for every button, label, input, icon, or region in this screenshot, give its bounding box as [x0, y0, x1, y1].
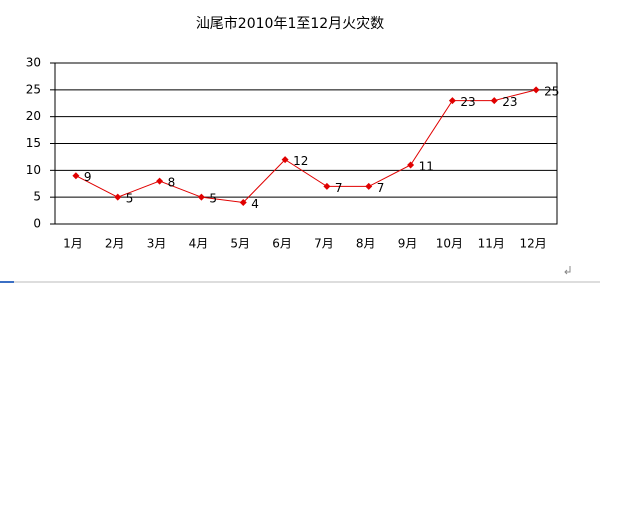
y-tick-label: 5: [33, 190, 41, 204]
data-label: 23: [502, 95, 517, 109]
x-tick-label: 9月: [398, 237, 418, 251]
x-tick-label: 2月: [105, 237, 125, 251]
data-label: 5: [126, 192, 134, 206]
line: [75, 89, 537, 204]
data-label: 12: [293, 154, 308, 168]
y-tick-label: 30: [26, 56, 41, 70]
x-tick-label: 10月: [436, 237, 463, 251]
point: [239, 199, 247, 207]
point: [323, 182, 331, 190]
data-label: 9: [84, 170, 92, 184]
data-label: 25: [544, 84, 559, 98]
data-label: 4: [251, 197, 259, 211]
data-label: 7: [377, 181, 385, 195]
x-tick-label: 7月: [314, 237, 334, 251]
y-tick-label: 10: [26, 163, 41, 177]
x-tick-label: 5月: [230, 237, 250, 251]
x-tick-label: 3月: [147, 237, 167, 251]
y-tick-label: 25: [26, 82, 41, 96]
point: [532, 86, 540, 94]
x-tick-label: 11月: [478, 237, 505, 251]
x-tick-label: 12月: [519, 237, 546, 251]
point: [156, 177, 164, 185]
x-tick-label: 4月: [189, 237, 209, 251]
data-label: 23: [460, 95, 475, 109]
point: [114, 193, 122, 201]
point: [448, 97, 456, 105]
data-label: 11: [419, 159, 434, 173]
y-tick-label: 20: [26, 109, 41, 123]
paragraph-mark: [564, 266, 571, 275]
y-tick-label: 15: [26, 136, 41, 150]
point: [365, 182, 373, 190]
point: [490, 97, 498, 105]
point: [281, 156, 289, 164]
y-tick-label: 0: [33, 217, 41, 231]
x-tick-label: 1月: [63, 237, 83, 251]
data-label: 5: [209, 192, 217, 206]
data-label: 7: [335, 181, 343, 195]
point: [197, 193, 205, 201]
x-tick-label: 8月: [356, 237, 376, 251]
point: [407, 161, 415, 169]
chart-title: 汕尾市2010年1至12月火灾数: [196, 15, 384, 32]
x-tick-label: 6月: [272, 237, 292, 251]
data-label: 8: [168, 176, 176, 190]
point: [72, 172, 80, 180]
